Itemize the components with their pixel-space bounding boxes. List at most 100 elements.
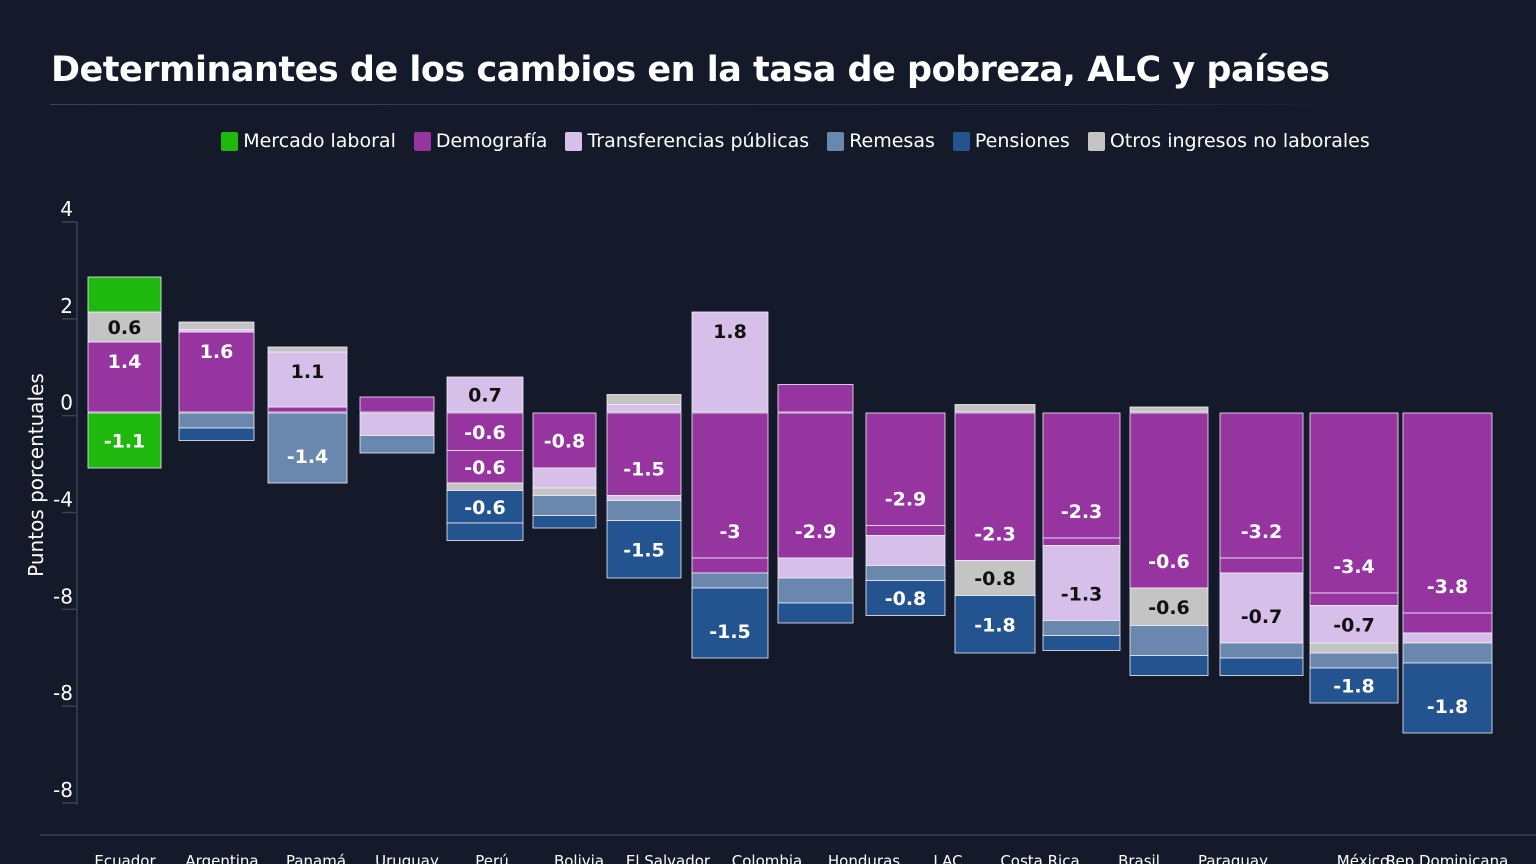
- bar-segment: [532, 515, 597, 529]
- data-label: -0.6: [464, 497, 506, 519]
- y-tick-label: -8: [53, 681, 73, 705]
- y-tick-label: 2: [60, 294, 73, 318]
- bar-segment: [1309, 412, 1399, 594]
- legend-item: Demografía: [413, 130, 548, 152]
- bar-segment: [1402, 662, 1493, 734]
- data-label: -2.3: [974, 524, 1016, 546]
- data-label: 1.1: [291, 361, 325, 383]
- y-tick-label: -8: [53, 584, 73, 608]
- data-label: -1.1: [104, 431, 146, 453]
- bar-segment: [446, 450, 524, 484]
- data-label: -0.7: [1241, 606, 1283, 628]
- bar-segment: [1309, 592, 1399, 606]
- bar-segment: [1219, 557, 1304, 574]
- bar-segment: [267, 412, 348, 484]
- data-label: -1.8: [974, 614, 1016, 636]
- legend: Mercado laboral Demografía Transferencias …: [0, 130, 1536, 152]
- legend-swatch: [1087, 131, 1105, 151]
- bar-segment: [1129, 625, 1209, 656]
- data-label: -1.4: [287, 446, 329, 468]
- bar-segment: [532, 487, 597, 496]
- legend-label: Otros ingresos no laborales: [1109, 130, 1370, 152]
- bar-segment: [1129, 406, 1209, 413]
- bar-segment: [865, 525, 946, 536]
- data-label: -0.8: [885, 588, 927, 610]
- bar-segment: [1402, 612, 1493, 634]
- bar-segment: [178, 427, 255, 441]
- bar-segment: [359, 396, 435, 413]
- legend-item: Pensiones: [952, 130, 1070, 152]
- x-tick-label: Honduras: [828, 852, 900, 864]
- bar-segment: [178, 331, 255, 413]
- data-label: 1.6: [200, 341, 234, 363]
- bar-segment: [446, 412, 524, 451]
- data-label: 0.7: [468, 385, 502, 407]
- bar-segment: [532, 495, 597, 516]
- bar-segment: [865, 412, 946, 526]
- bar-segment: [178, 321, 255, 330]
- x-tick-label: Brasil: [1118, 852, 1160, 864]
- bar-segment: [1309, 652, 1399, 669]
- legend-item: Transferencias públicas: [565, 130, 809, 152]
- bar-segment: [954, 560, 1036, 596]
- bar-segment: [1219, 572, 1304, 644]
- bar-segment: [1042, 620, 1121, 636]
- data-label: -3.8: [1427, 576, 1469, 598]
- bar-segment: [954, 595, 1036, 654]
- bar-segment: [267, 406, 348, 413]
- data-label: -0.8: [544, 431, 586, 453]
- legend-swatch: [413, 131, 431, 151]
- bar-segment: [1402, 632, 1493, 644]
- bar-segment: [865, 580, 946, 616]
- bar-segment: [606, 495, 682, 501]
- bar-segment: [1042, 545, 1121, 621]
- legend-item: Otros ingresos no laborales: [1087, 130, 1370, 152]
- data-label: -0.8: [974, 568, 1016, 590]
- legend-label: Transferencias públicas: [587, 130, 810, 152]
- bar-segment: [691, 311, 769, 413]
- bar-segment: [446, 490, 524, 524]
- legend-label: Demografía: [435, 130, 548, 152]
- data-label: -1.5: [709, 621, 751, 643]
- x-tick-label: Ecuador: [94, 852, 156, 864]
- bar-segment: [606, 500, 682, 521]
- bar-segment: [1219, 412, 1304, 559]
- bar-segment: [359, 412, 435, 436]
- bar-segment: [1402, 642, 1493, 664]
- bar-segment: [954, 412, 1036, 561]
- bar-segment: [532, 467, 597, 489]
- x-tick-label: Bolivia: [554, 852, 604, 864]
- bar-segment: [777, 557, 854, 579]
- data-label: -0.6: [1148, 551, 1190, 573]
- bar-segment: [777, 384, 854, 413]
- bar-segment: [865, 565, 946, 581]
- data-label: -0.6: [464, 457, 506, 479]
- bar-segment: [691, 572, 769, 589]
- x-tick-label: México: [1337, 852, 1389, 864]
- legend-label: Remesas: [849, 130, 935, 152]
- bar-segment: [1309, 642, 1399, 654]
- bar-segment: [359, 435, 435, 454]
- data-label: -2.9: [795, 521, 837, 543]
- data-label: 1.8: [713, 321, 747, 343]
- legend-swatch: [952, 131, 970, 151]
- data-label: -0.7: [1333, 614, 1375, 636]
- data-label: -1.8: [1427, 696, 1469, 718]
- bar-segment: [267, 346, 348, 353]
- data-label: -1.5: [623, 459, 665, 481]
- x-tick-label: LAC: [933, 852, 962, 864]
- bar-segment: [532, 412, 597, 469]
- y-tick-label: -8: [53, 778, 73, 802]
- bar-segment: [87, 276, 162, 313]
- data-label: -3.4: [1333, 556, 1375, 578]
- x-tick-label: El Salvador: [626, 852, 711, 864]
- bar-segment: [691, 587, 769, 659]
- bar-segment: [1219, 642, 1304, 659]
- x-tick-label: Panamá: [286, 852, 346, 864]
- bar-segment: [606, 412, 682, 496]
- y-tick-label: 4: [60, 197, 73, 221]
- legend-label: Mercado laboral: [243, 130, 396, 152]
- bar-segment: [1219, 657, 1304, 676]
- legend-swatch: [221, 131, 239, 151]
